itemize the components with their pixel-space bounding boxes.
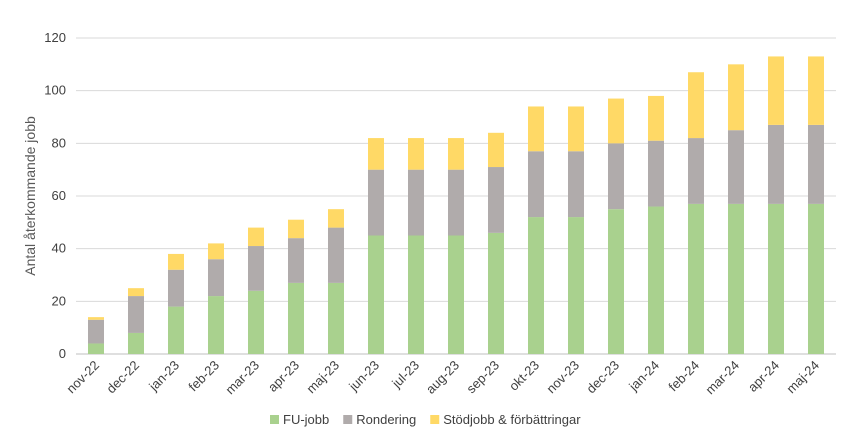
- bar-segment: [368, 138, 384, 170]
- bar-segment: [408, 138, 424, 170]
- bar-segment: [608, 209, 624, 354]
- x-tick-label: jul-23: [388, 358, 422, 392]
- bar-segment: [728, 130, 744, 204]
- bar-segment: [448, 169, 464, 236]
- x-tick-label: nov-22: [63, 358, 102, 397]
- y-tick-label: 40: [52, 241, 66, 256]
- y-tick-label: 60: [52, 188, 66, 203]
- bar-segment: [528, 217, 544, 354]
- x-tick-label: dec-23: [583, 358, 622, 397]
- bar-segment: [288, 282, 304, 354]
- x-tick-label: apr-24: [745, 358, 782, 395]
- legend-label: Rondering: [356, 412, 416, 427]
- x-tick-label: jan-23: [145, 358, 182, 395]
- bar-segment: [208, 296, 224, 354]
- bar-segment: [368, 169, 384, 236]
- bar-segment: [808, 124, 824, 204]
- bar-segment: [128, 296, 144, 333]
- bar-segment: [488, 232, 504, 354]
- bar-segment: [648, 206, 664, 354]
- bar-segment: [808, 56, 824, 125]
- bar-segment: [328, 227, 344, 283]
- x-tick-label: feb-23: [185, 358, 222, 395]
- bar-segment: [768, 124, 784, 204]
- bar-segment: [168, 306, 184, 354]
- legend-swatch: [343, 415, 353, 424]
- x-tick-label: maj-23: [303, 358, 342, 397]
- legend: FU-jobb Rondering Stödjobb & förbättringar: [270, 412, 581, 427]
- y-tick-label: 20: [52, 293, 66, 308]
- bar-segment: [368, 235, 384, 354]
- bar-segment: [688, 72, 704, 139]
- bar-segment: [488, 132, 504, 168]
- bar-segment: [768, 203, 784, 354]
- bar-segment: [688, 203, 704, 354]
- bar-segment: [248, 246, 264, 291]
- bar-segment: [328, 209, 344, 228]
- x-tick-label: jan-24: [625, 358, 662, 395]
- bar-segment: [88, 343, 104, 354]
- y-tick-label: 100: [44, 83, 66, 98]
- y-tick-label: 0: [59, 346, 66, 361]
- y-tick-label: 80: [52, 135, 66, 150]
- bar-segment: [568, 217, 584, 354]
- bar-segment: [608, 143, 624, 210]
- bar-segment: [288, 238, 304, 283]
- bar-segment: [208, 259, 224, 297]
- x-tick-label: mar-24: [702, 358, 742, 398]
- legend-label: FU-jobb: [283, 412, 329, 427]
- bar-segment: [408, 235, 424, 354]
- bar-segment: [448, 138, 464, 170]
- x-tick-label: aug-23: [423, 358, 462, 397]
- bar-segment: [488, 167, 504, 233]
- bar-segment: [88, 317, 104, 320]
- bar-segment: [528, 106, 544, 152]
- bar-segment: [528, 151, 544, 218]
- bar-segment: [288, 219, 304, 239]
- x-tick-label: mar-23: [222, 358, 262, 398]
- x-tick-label: jun-23: [345, 358, 382, 395]
- bar-segment: [808, 203, 824, 354]
- bar-segment: [688, 138, 704, 204]
- bar-segment: [448, 235, 464, 354]
- bar-segment: [88, 319, 104, 344]
- bar-segment: [568, 151, 584, 218]
- x-tick-label: dec-22: [103, 358, 142, 397]
- bar-segment: [328, 282, 344, 354]
- y-tick-label: 120: [44, 30, 66, 45]
- bar-segment: [648, 140, 664, 207]
- bar-segment: [408, 169, 424, 236]
- bars: [88, 56, 824, 354]
- legend-swatch: [270, 415, 279, 424]
- bar-segment: [728, 203, 744, 354]
- x-axis: nov-22 dec-22 jan-23 feb-23 mar-23 apr-23 maj-…: [63, 358, 822, 398]
- x-tick-label: sep-23: [463, 358, 502, 397]
- x-tick-label: okt-23: [506, 358, 542, 394]
- bar-segment: [208, 243, 224, 260]
- bar-segment: [128, 332, 144, 354]
- legend-swatch: [430, 415, 440, 424]
- legend-label: Stödjobb & förbättringar: [443, 412, 581, 427]
- x-tick-label: apr-23: [265, 358, 302, 395]
- y-axis: 0 20 40 60 80 100 120: [44, 30, 66, 361]
- bar-segment: [248, 227, 264, 247]
- bar-segment: [168, 253, 184, 270]
- y-axis-title: Antal återkommande jobb: [22, 116, 38, 276]
- bar-segment: [168, 269, 184, 307]
- x-tick-label: feb-24: [665, 358, 702, 395]
- bar-segment: [568, 106, 584, 152]
- bar-segment: [608, 98, 624, 144]
- x-tick-label: maj-24: [783, 358, 822, 397]
- x-tick-label: nov-23: [543, 358, 582, 397]
- bar-segment: [768, 56, 784, 125]
- bar-segment: [128, 288, 144, 297]
- bar-segment: [648, 95, 664, 141]
- bar-segment: [728, 64, 744, 131]
- bar-segment: [248, 290, 264, 354]
